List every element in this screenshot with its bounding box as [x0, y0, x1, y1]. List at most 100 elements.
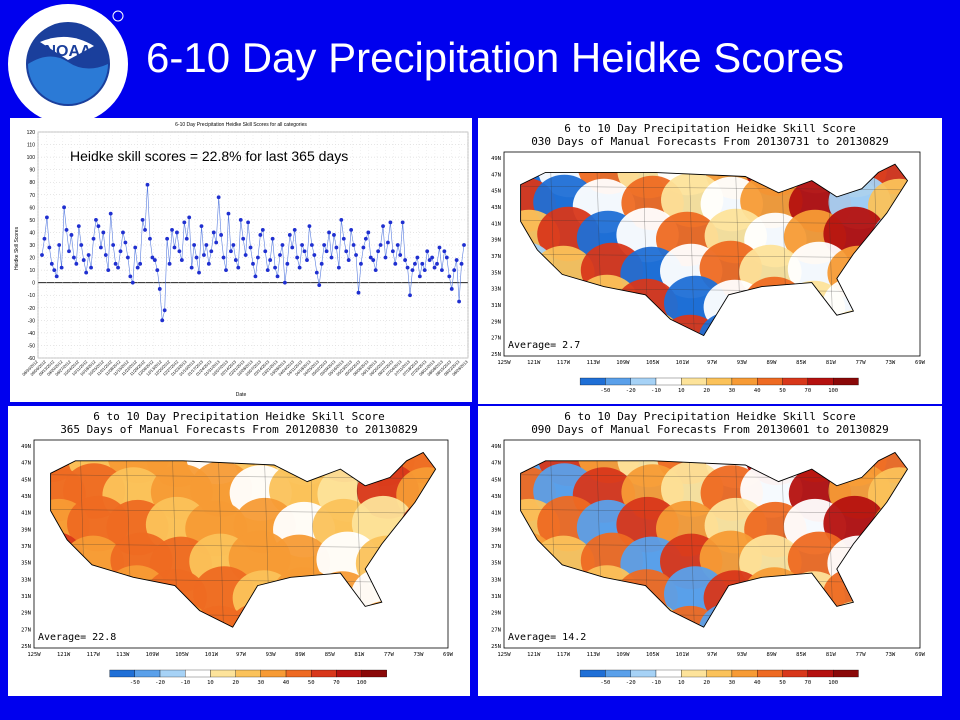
colorbar-swatch	[579, 669, 606, 678]
lat-label: 47N	[21, 461, 31, 467]
data-point	[177, 249, 182, 254]
data-point	[258, 233, 263, 237]
data-point	[209, 249, 214, 254]
data-point	[167, 261, 172, 266]
map-title-line2: 030 Days of Manual Forecasts From 201307…	[531, 135, 889, 148]
data-point	[248, 245, 253, 250]
lat-label: 41N	[21, 511, 31, 517]
data-point	[282, 280, 287, 285]
lat-label: 41N	[491, 221, 501, 227]
lat-label: 33N	[491, 577, 501, 583]
lat-label: 37N	[491, 254, 501, 260]
data-point	[371, 258, 376, 262]
lon-label: 101W	[676, 652, 690, 658]
data-point	[135, 265, 140, 270]
colorbar-swatch	[285, 669, 312, 678]
lon-label: 121W	[57, 652, 71, 658]
y-tick-label: -10	[28, 293, 35, 299]
lon-label: 121W	[527, 360, 541, 366]
colorbar-swatch	[630, 377, 657, 386]
data-point	[388, 220, 393, 225]
y-tick-label: 90	[29, 168, 35, 174]
colorbar-swatch	[807, 377, 834, 386]
data-point	[128, 274, 133, 279]
colorbar-swatch	[159, 669, 186, 678]
data-point	[216, 195, 221, 200]
data-point	[86, 253, 91, 257]
data-point	[354, 253, 358, 257]
data-point	[332, 233, 336, 237]
data-point	[145, 182, 150, 187]
data-point	[103, 253, 108, 257]
data-point	[121, 230, 125, 235]
map-title-line1: 6 to 10 Day Precipitation Heidke Skill S…	[564, 410, 856, 423]
y-tick-label: -30	[28, 318, 35, 324]
colorbar-label: 50	[779, 680, 786, 686]
data-point	[236, 265, 241, 270]
colorbar-swatch	[235, 669, 261, 678]
data-point	[334, 245, 339, 250]
lon-label: 89W	[766, 652, 777, 658]
colorbar-label: 70	[333, 680, 340, 686]
data-point	[133, 245, 138, 250]
map-svg: 49N 47N 45N 43N 41N 39N 37N 35N 33N 31N 29N 27N 25N 1…	[21, 439, 454, 686]
data-point	[449, 287, 454, 291]
data-point	[366, 230, 371, 235]
data-point	[425, 249, 430, 254]
lon-label: 125W	[497, 652, 511, 658]
data-point	[106, 268, 111, 273]
data-point	[125, 255, 130, 260]
data-point	[278, 253, 282, 257]
map-svg: 49N 47N 45N 43N 41N 39N 37N 35N 33N 31N 29N 27N 25N 1…	[491, 439, 926, 686]
data-point	[344, 249, 349, 254]
lon-label: 81W	[826, 360, 837, 366]
y-tick-label: 10	[29, 268, 35, 274]
data-point	[415, 255, 420, 260]
data-point	[49, 261, 54, 266]
data-point	[175, 230, 179, 235]
colorbar-label: 20	[703, 388, 710, 394]
data-point	[219, 233, 224, 237]
lon-label: 105W	[646, 652, 660, 658]
lon-label: 85W	[796, 652, 807, 658]
data-point	[182, 220, 187, 225]
data-point	[74, 261, 79, 266]
map-panel-365: 49N 47N 45N 43N 41N 39N 37N 35N 33N 31N 29N 27N 25N 1…	[8, 406, 470, 696]
data-point	[81, 258, 86, 262]
colorbar-swatch	[260, 669, 287, 678]
data-point	[305, 258, 309, 262]
data-point	[410, 268, 415, 273]
data-point	[96, 224, 101, 229]
lon-label: 89W	[766, 360, 777, 366]
data-point	[312, 253, 317, 257]
lat-label: 45N	[21, 477, 31, 483]
colorbar-label: -20	[155, 680, 165, 686]
data-point	[251, 261, 255, 266]
data-point	[152, 258, 157, 262]
lon-label: 109W	[616, 360, 630, 366]
data-point	[89, 265, 93, 270]
colorbar-label: 100	[357, 680, 367, 686]
lat-label: 37N	[491, 544, 501, 550]
lat-label: 47N	[491, 461, 501, 467]
lat-label: 45N	[491, 477, 501, 483]
colorbar-swatch	[579, 377, 606, 386]
data-point	[118, 249, 123, 254]
data-point	[57, 243, 62, 247]
data-point	[314, 270, 319, 275]
data-point	[52, 268, 57, 273]
y-tick-label: 110	[27, 143, 35, 149]
lon-label: 113W	[116, 652, 130, 658]
data-point	[204, 243, 209, 247]
lon-label: 105W	[175, 652, 189, 658]
data-point	[356, 290, 361, 295]
lon-label: 105W	[646, 360, 660, 366]
data-point	[194, 255, 199, 260]
colorbar-swatch	[655, 377, 682, 386]
timeseries-chart: 6-10 Day Precipitation Heidke Skill Scor…	[14, 122, 469, 398]
colorbar-label: -50	[600, 680, 610, 686]
data-point	[317, 283, 322, 288]
lat-label: 35N	[21, 561, 31, 567]
data-point	[130, 280, 135, 285]
data-point	[442, 249, 447, 254]
